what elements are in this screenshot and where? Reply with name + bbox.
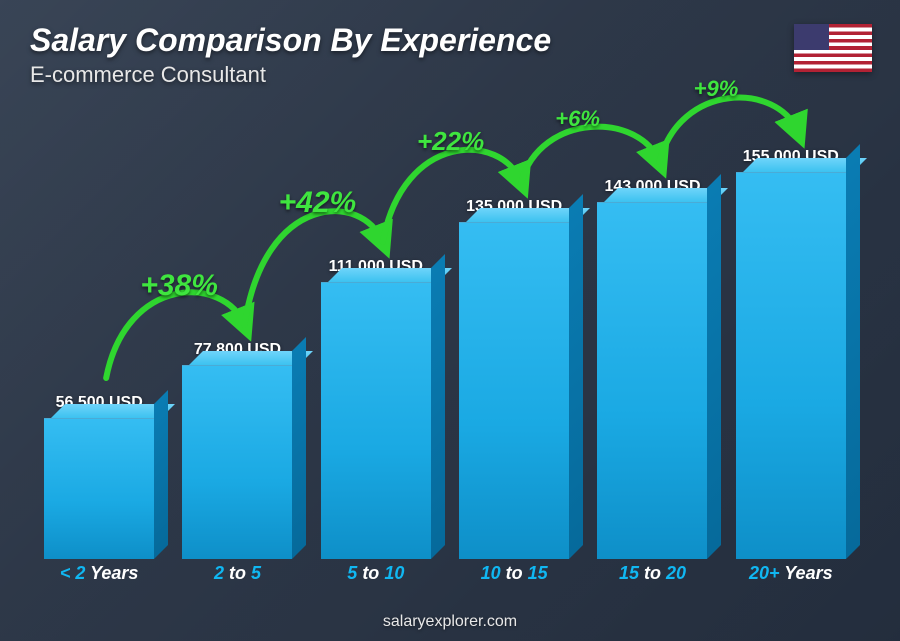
growth-percentage: +38% [140,269,218,303]
chart-subtitle: E-commerce Consultant [30,62,266,88]
bar-slot: 77,800 USD [178,341,296,559]
country-flag-icon [794,24,872,72]
growth-percentage: +22% [417,126,484,157]
growth-percentage: +9% [694,76,739,102]
bar [597,202,707,559]
bar-slot: 111,000 USD [317,258,435,559]
chart-title: Salary Comparison By Experience [30,22,551,59]
x-axis-label: 5 to 10 [317,563,435,593]
x-axis-label: < 2 Years [40,563,158,593]
bar [44,418,154,559]
bar-slot: 155,000 USD [732,148,850,559]
growth-percentage: +42% [279,186,357,220]
bar-slot: 135,000 USD [455,198,573,559]
bar-slot: 143,000 USD [593,178,711,559]
x-axis-label: 10 to 15 [455,563,573,593]
bar [321,282,431,559]
growth-percentage: +6% [555,106,600,132]
bar-chart: 56,500 USD77,800 USD111,000 USD135,000 U… [30,120,860,593]
chart-canvas: Salary Comparison By Experience E-commer… [0,0,900,641]
bar-slot: 56,500 USD [40,394,158,559]
bar [182,365,292,559]
bar [459,222,569,559]
source-footer: salaryexplorer.com [0,613,900,631]
x-axis-label: 20+ Years [732,563,850,593]
x-axis-label: 15 to 20 [593,563,711,593]
x-axis-label: 2 to 5 [178,563,296,593]
bar [736,172,846,559]
